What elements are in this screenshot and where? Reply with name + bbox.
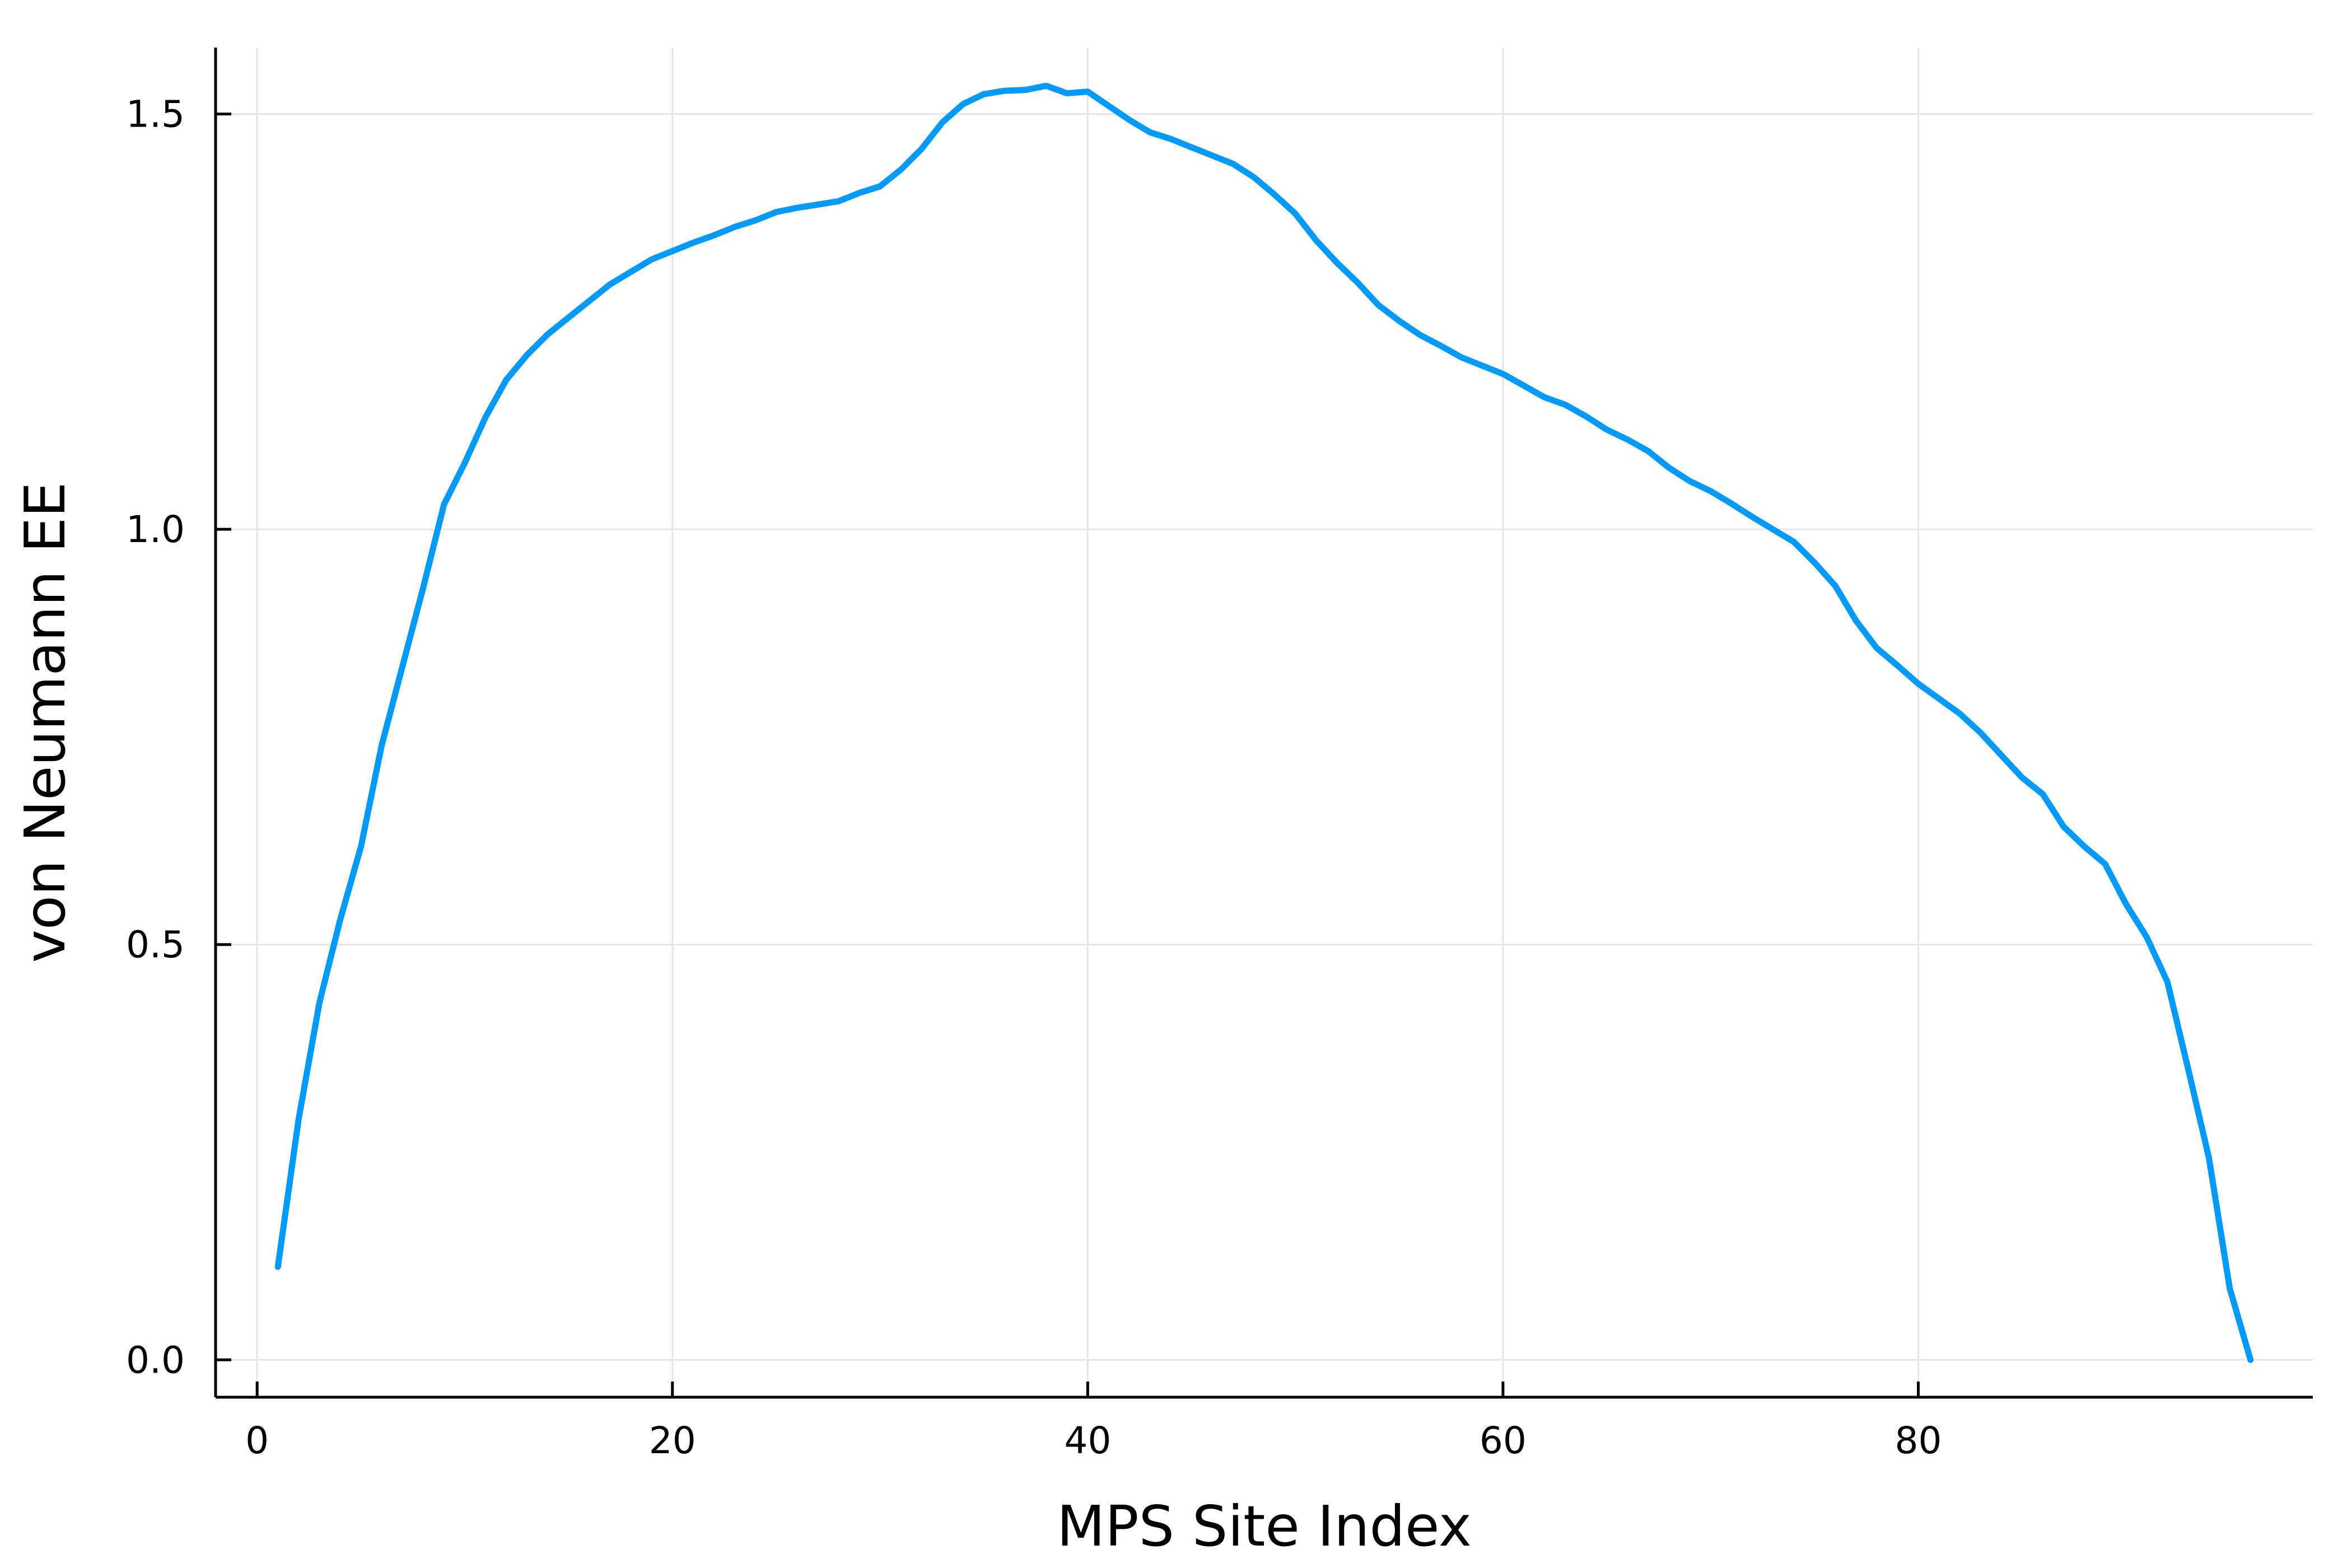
axes	[214, 48, 2313, 1399]
x-tick-label: 40	[1064, 1419, 1111, 1462]
x-axis-title: MPS Site Index	[1057, 1494, 1472, 1559]
series-line	[274, 82, 2254, 1363]
tick-labels: 0 20 40 60 80 0.0 0.5 1.0 1.5	[126, 93, 1942, 1462]
x-tick-label: 60	[1480, 1419, 1527, 1462]
series-layer	[274, 82, 2254, 1363]
grid-lines	[216, 48, 2313, 1397]
y-axis-title: von Neumann EE	[12, 482, 78, 963]
x-tick-label: 80	[1895, 1419, 1942, 1462]
y-tick-label: 0.5	[126, 923, 185, 967]
y-tick-label: 1.0	[126, 508, 185, 551]
y-tick-label: 0.0	[126, 1338, 185, 1382]
x-tick-label: 20	[649, 1419, 696, 1462]
y-tick-label: 1.5	[126, 93, 185, 136]
x-tick-label: 0	[245, 1419, 269, 1462]
